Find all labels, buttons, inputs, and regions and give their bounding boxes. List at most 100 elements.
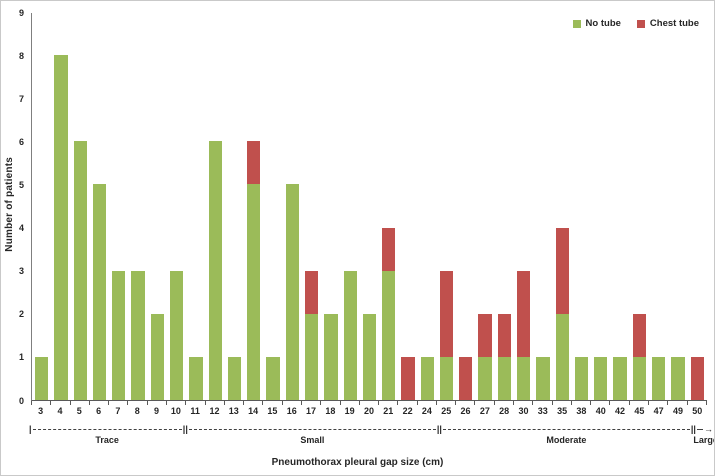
size-group-trace: | | Trace	[29, 424, 185, 445]
x-tick-mark	[109, 401, 129, 405]
group-divider: |	[182, 424, 186, 434]
x-tick-label: 30	[518, 406, 529, 416]
bar-18	[321, 13, 340, 400]
x-tick-mark	[283, 401, 302, 405]
bar-35	[553, 13, 572, 400]
arrow-right-icon: →	[703, 424, 713, 434]
bar-segment-no-tube	[632, 356, 646, 400]
x-tick-mark	[360, 401, 380, 405]
bar-8	[128, 13, 147, 400]
bar-segment-chest-tube	[497, 313, 512, 357]
x-tick-mark	[148, 401, 167, 405]
x-tick-label: 15	[267, 406, 278, 416]
bar-38	[572, 13, 591, 400]
x-tick-mark	[167, 401, 187, 405]
bar-segment-no-tube	[517, 356, 531, 400]
bar-segment-no-tube	[35, 356, 49, 400]
x-tick-label: 17	[306, 406, 317, 416]
x-tick-mark	[514, 401, 534, 405]
x-tick-mark	[263, 401, 283, 405]
x-tick-mark	[186, 401, 206, 405]
bar-segment-chest-tube	[401, 356, 415, 400]
x-tick-mark	[71, 401, 90, 405]
bar-42	[610, 13, 629, 400]
x-tick-marks	[31, 401, 707, 405]
y-tick-label: 2	[18, 309, 24, 320]
group-dash-line	[442, 428, 690, 430]
bar-27	[475, 13, 494, 400]
x-tick-mark	[418, 401, 437, 405]
x-tick-mark	[475, 401, 495, 405]
x-tick-label: 11	[190, 406, 200, 416]
bar-segment-no-tube	[613, 356, 627, 400]
bar-11	[186, 13, 205, 400]
y-tick-label: 0	[18, 395, 24, 406]
bar-segment-no-tube	[169, 270, 184, 400]
bar-segment-no-tube	[343, 270, 357, 400]
bar-26	[456, 13, 475, 400]
x-tick-mark	[553, 401, 572, 405]
x-tick-label: 33	[537, 406, 548, 416]
x-tick-label: 12	[209, 406, 220, 416]
bar-33	[533, 13, 552, 400]
bar-segment-no-tube	[574, 356, 589, 400]
bar-10	[167, 13, 186, 400]
group-dash-line	[32, 428, 182, 430]
bar-segment-no-tube	[497, 356, 512, 400]
legend: No tube Chest tube	[572, 18, 699, 29]
bar-segment-chest-tube	[478, 313, 492, 357]
x-tick-mark	[456, 401, 476, 405]
group-dash-line	[696, 428, 703, 430]
x-tick-mark	[398, 401, 418, 405]
x-tick-mark	[610, 401, 630, 405]
bar-segment-no-tube	[266, 356, 280, 400]
x-tick-mark	[630, 401, 649, 405]
x-tick-label: 21	[383, 406, 394, 416]
x-tick-mark	[51, 401, 71, 405]
x-tick-mark	[649, 401, 669, 405]
y-tick-label: 1	[18, 352, 24, 363]
x-tick-label: 42	[615, 406, 626, 416]
x-tick-label: 24	[421, 406, 432, 416]
bar-4	[51, 13, 70, 400]
x-tick-label: 4	[57, 406, 63, 416]
size-group-label: Small	[300, 435, 325, 445]
bar-50	[688, 13, 707, 400]
bar-3	[32, 13, 51, 400]
x-tick-mark	[90, 401, 110, 405]
x-tick-label: 6	[96, 406, 102, 416]
size-group-label: Trace	[95, 435, 119, 445]
bar-segment-no-tube	[208, 141, 222, 400]
group-divider: |	[690, 424, 694, 434]
size-group-small: | | Small	[185, 424, 439, 445]
legend-item-no-tube: No tube	[572, 18, 621, 29]
bar-segment-no-tube	[131, 270, 145, 400]
plot-area	[31, 13, 707, 401]
bar-9	[148, 13, 167, 400]
x-tick-label: 18	[325, 406, 336, 416]
x-tick-label: 28	[499, 406, 510, 416]
bar-segment-no-tube	[73, 141, 87, 400]
x-tick-mark	[379, 401, 399, 405]
bar-30	[514, 13, 533, 400]
bar-segment-no-tube	[112, 270, 126, 400]
y-tick-label: 6	[18, 136, 24, 147]
legend-swatch	[572, 19, 581, 28]
x-tick-label: 26	[460, 406, 471, 416]
bar-14	[244, 13, 263, 400]
bar-segment-no-tube	[324, 313, 338, 400]
bar-16	[283, 13, 302, 400]
x-tick-label: 45	[634, 406, 645, 416]
x-tick-label: 14	[248, 406, 259, 416]
x-tick-label: 8	[134, 406, 140, 416]
bar-segment-no-tube	[594, 356, 608, 400]
x-tick-label: 22	[402, 406, 413, 416]
bar-13	[225, 13, 244, 400]
group-dash-line	[188, 428, 436, 430]
x-tick-mark	[32, 401, 52, 405]
group-divider: |	[436, 424, 440, 434]
bar-segment-chest-tube	[632, 313, 646, 357]
x-tick-label: 16	[286, 406, 297, 416]
x-tick-label: 25	[441, 406, 452, 416]
legend-label: No tube	[585, 18, 621, 29]
